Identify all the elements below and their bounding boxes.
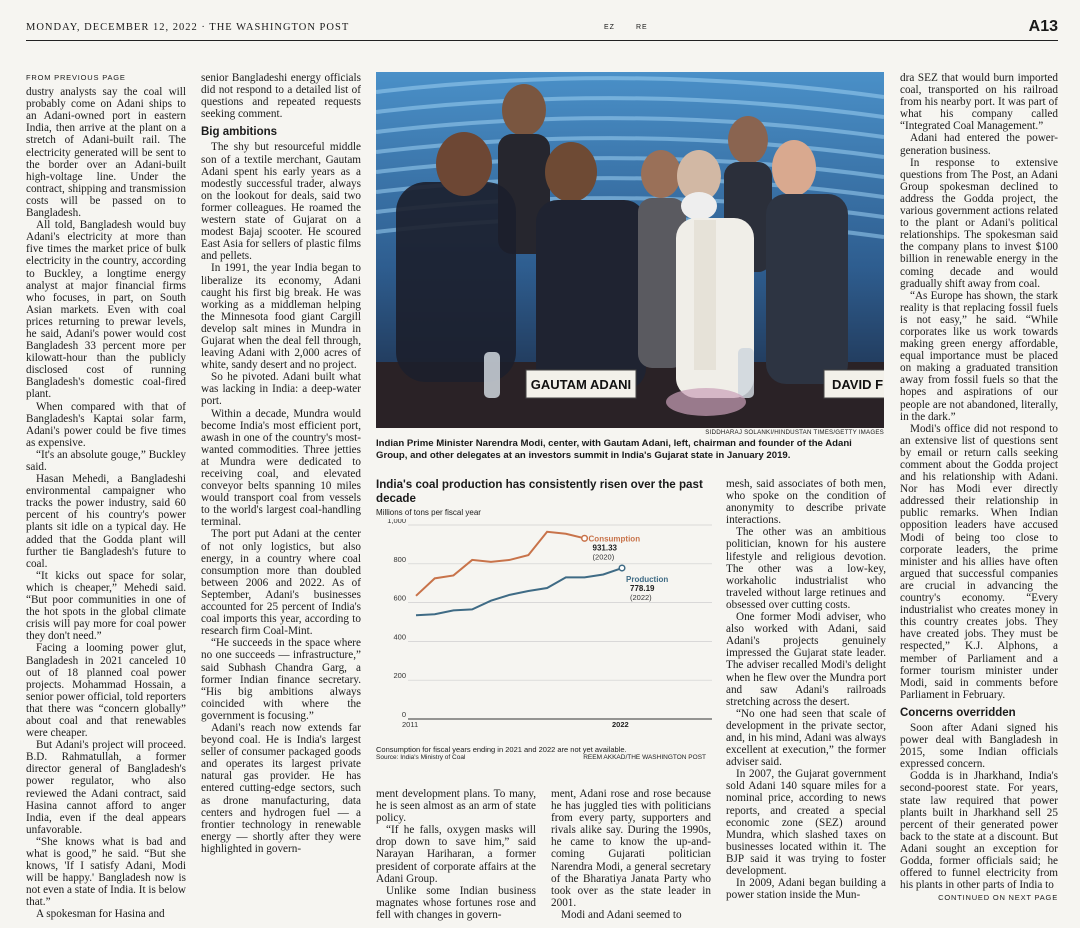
photo-caption: Indian Prime Minister Narendra Modi, cen…	[376, 438, 852, 462]
subhead-big-ambitions: Big ambitions	[201, 126, 278, 139]
paragraph: Adani's reach now extends far beyond coa…	[201, 721, 361, 855]
paragraph: The other was an ambitious politician, k…	[726, 526, 886, 611]
production-end-point	[618, 564, 626, 572]
paragraph: “It kicks out space for solar, which is …	[26, 569, 186, 643]
y-tick-label: 800	[393, 555, 406, 564]
consumption-value-label: 931.33	[593, 543, 618, 552]
y-tick-label: 200	[393, 671, 406, 680]
production-line	[415, 567, 623, 617]
consumption-line	[415, 530, 585, 597]
edition-code-ez: EZ	[604, 24, 615, 31]
y-tick-label: 600	[393, 594, 406, 603]
paragraph: “No one had seen that scale of developme…	[726, 707, 886, 769]
chart-note: Consumption for fiscal years ending in 2…	[376, 745, 627, 754]
paragraph: All told, Bangladesh would buy Adani's e…	[26, 219, 186, 401]
column-6: dra SEZ that would burn imported coal, t…	[900, 72, 1058, 904]
paragraph: ment development plans. To many, he is s…	[376, 788, 536, 825]
column-4: ment, Adani rose and rose because he has…	[551, 788, 711, 921]
chart-plot: 0 200 400 600 800 1,000 2011 2022 Consumption931…	[387, 519, 712, 729]
chart-source: Source: India's Ministry of Coal	[376, 754, 466, 761]
paragraph: Unlike some Indian business magnates who…	[376, 884, 536, 921]
chart-credit: REEM AKKAD/THE WASHINGTON POST	[583, 754, 706, 761]
paragraph: “If he falls, oxygen masks will drop dow…	[376, 824, 536, 885]
paragraph: Adani had entered the power-generation b…	[900, 132, 1058, 157]
column-1: FROM PREVIOUS PAGE dustry analysts say t…	[26, 72, 186, 921]
x-tick-label: 2022	[612, 720, 629, 729]
page-number: A13	[1028, 18, 1058, 35]
y-tick-label: 0	[402, 710, 406, 719]
photo-illustration: GAUTAM ADANI DAVID F	[376, 72, 884, 428]
paragraph: When compared with that of Bangladesh's …	[26, 400, 186, 449]
paragraph: Soon after Adani signed his power deal w…	[900, 721, 1058, 771]
summit-photo: GAUTAM ADANI DAVID F	[376, 72, 884, 428]
chart-ylabel: Millions of tons per fiscal year	[376, 508, 481, 517]
paragraph: In 2007, the Gujarat government sold Ada…	[726, 768, 886, 877]
paragraph: In response to extensive questions from …	[900, 156, 1058, 290]
paragraph: But Adani's project will proceed. B.D. R…	[26, 739, 186, 836]
y-tick-label: 1,000	[387, 519, 406, 525]
paragraph: A spokesman for Hasina and	[36, 908, 165, 921]
column-5: mesh, said associates of both men, who s…	[726, 478, 886, 901]
y-tick-label: 400	[393, 632, 406, 641]
nameplate-gautam-adani: GAUTAM ADANI	[531, 377, 631, 392]
paragraph: “As Europe has shown, the stark reality …	[900, 289, 1058, 423]
paragraph: The port put Adani at the center of not …	[201, 528, 361, 638]
photo-credit: SIDDHARAJ SOLANKI/HINDUSTAN TIMES/GETTY …	[705, 429, 884, 436]
paragraph: Godda is in Jharkhand, India's second-po…	[900, 770, 1058, 892]
x-tick-label: 2011	[402, 720, 418, 729]
paragraph: dustry analysts say the coal will probab…	[26, 86, 186, 220]
paragraph: One former Modi adviser, who also worked…	[726, 611, 886, 708]
nameplate-david: DAVID F	[832, 377, 883, 392]
paragraph: Within a decade, Mundra would become Ind…	[201, 407, 361, 529]
paragraph: Hasan Mehedi, a Bangladeshi environmenta…	[26, 473, 186, 570]
paragraph: “He succeeds in the space where no one s…	[201, 637, 361, 722]
column-3: ment development plans. To many, he is s…	[376, 788, 536, 921]
from-previous-page-label: FROM PREVIOUS PAGE	[26, 73, 126, 82]
masthead: MONDAY, DECEMBER 12, 2022 · THE WASHINGT…	[26, 18, 1058, 38]
paragraph: The shy but resourceful middle son of a …	[201, 141, 361, 263]
production-year-label: (2022)	[630, 593, 652, 602]
chart-source-line: Source: India's Ministry of Coal REEM AK…	[376, 754, 712, 761]
paragraph: ment, Adani rose and rose because he has…	[551, 788, 711, 909]
paragraph: “She knows what is bad and what is good,…	[26, 835, 186, 909]
paragraph: In 2009, Adani began building a power st…	[726, 877, 886, 902]
production-value-label: 778.19	[630, 584, 655, 593]
subhead-concerns-overridden: Concerns overridden	[900, 706, 1016, 719]
paragraph: dra SEZ that would burn imported coal, t…	[900, 72, 1058, 133]
paragraph: Modi's office did not respond to an exte…	[900, 422, 1058, 701]
paragraph: In 1991, the year India began to liberal…	[201, 262, 361, 372]
paragraph: So he pivoted. Adani built what was lack…	[201, 371, 361, 408]
production-series-name: Production	[626, 575, 668, 584]
paragraph: senior Bangladeshi energy officials did …	[201, 72, 361, 121]
coal-chart: India's coal production has consistently…	[376, 478, 712, 772]
date-and-paper: MONDAY, DECEMBER 12, 2022 · THE WASHINGT…	[26, 22, 350, 33]
edition-code-re: RE	[636, 24, 648, 31]
consumption-series-name: Consumption	[589, 534, 641, 543]
chart-title: India's coal production has consistently…	[376, 478, 703, 505]
continued-on-next-page: CONTINUED ON NEXT PAGE	[938, 893, 1058, 903]
paragraph: Facing a looming power glut, Bangladesh …	[26, 642, 186, 740]
column-2: senior Bangladeshi energy officials did …	[201, 72, 361, 855]
consumption-end-point	[580, 534, 589, 542]
paragraph: “It's an absolute gouge,” Buckley said.	[26, 448, 186, 473]
paragraph: mesh, said associates of both men, who s…	[726, 478, 886, 527]
paragraph: Modi and Adani seemed to	[561, 908, 682, 921]
consumption-year-label: (2020)	[593, 552, 615, 561]
masthead-rule	[26, 40, 1058, 41]
